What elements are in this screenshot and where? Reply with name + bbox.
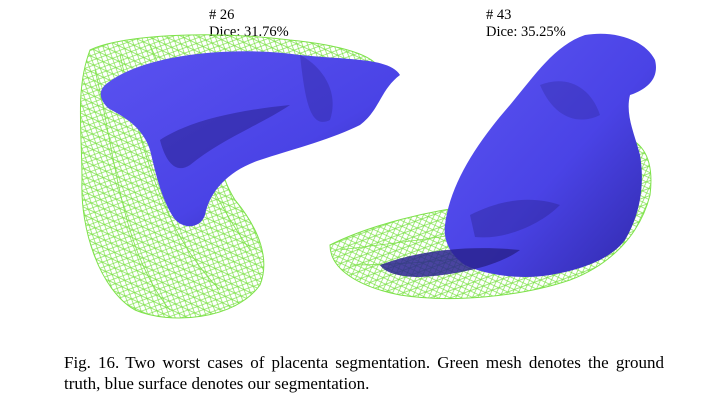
segmentation-surface-right — [380, 33, 656, 277]
figure-number: Fig. 16. — [64, 353, 120, 372]
case-26-render — [79, 34, 400, 319]
segmentation-surface-left — [100, 51, 400, 227]
case-43-label: # 43 — [486, 7, 512, 23]
figure-caption-text: Two worst cases of placenta segmentation… — [64, 353, 664, 393]
case-43-render — [329, 33, 656, 299]
figure-caption: Fig. 16. Two worst cases of placenta segm… — [64, 352, 664, 394]
case-43-dice-score: Dice: 35.25% — [486, 24, 566, 40]
case-26-label: # 26 — [209, 7, 235, 23]
